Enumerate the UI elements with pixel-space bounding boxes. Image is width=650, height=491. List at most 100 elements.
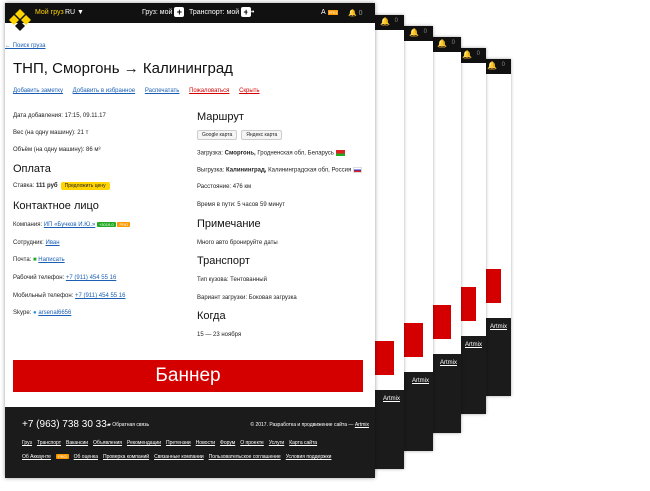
copyright: © 2017. Разработка и продвижение сайта —… <box>250 422 369 428</box>
more-menu[interactable]: ••• <box>247 9 255 16</box>
my-cargo-link[interactable]: Мой груз <box>35 9 64 16</box>
google-map-button[interactable]: Google карта <box>197 130 238 140</box>
cargo-page: Мой груз RU ▼ Груз: мой + Транспорт: мой +… <box>5 3 375 478</box>
bell-icon: 🔔 <box>462 50 472 59</box>
footer-link[interactable]: Проверка компаний <box>103 454 150 460</box>
footer-link[interactable]: Услуги <box>268 440 285 446</box>
when-heading: Когда <box>197 310 226 322</box>
footer-link[interactable]: Пользовательское соглашение <box>208 454 281 460</box>
map-buttons: Google карта Яндекс карта <box>197 130 286 140</box>
date-added: Дата добавления: 17:15, 09.11.17 <box>13 113 106 119</box>
employee: Сотрудник: Иван <box>13 240 60 246</box>
load-city: Сморгонь, <box>224 150 256 157</box>
developer-link: Artmix <box>383 396 400 402</box>
bell-icon: 🔔 <box>409 28 419 37</box>
work-phone-link[interactable]: +7 (911) 454 55 16 <box>65 275 117 281</box>
work-phone: Рабочий телефон: +7 (911) 454 55 16 <box>13 275 116 281</box>
footer: +7 (963) 738 30 33 ▰ Обратная связь © 20… <box>5 407 375 478</box>
user-initial: А <box>321 9 326 16</box>
bell-icon: 🔔 <box>380 17 390 26</box>
developer-link: Artmix <box>490 324 507 330</box>
logo-icon[interactable] <box>8 9 32 33</box>
company-label: Компания: <box>13 222 43 228</box>
rate: Ставка: 111 руб Предложить цену <box>13 182 110 190</box>
back-link[interactable]: ← Поиск груза <box>5 43 46 49</box>
footer-link[interactable]: Транспорт <box>36 440 61 446</box>
dates: 15 — 23 ноября <box>197 332 242 338</box>
notification-count: 0 <box>423 29 427 35</box>
pro-badge: PRO <box>327 10 339 15</box>
mobile-phone: Мобильный телефон: +7 (911) 454 55 16 <box>13 293 125 299</box>
yandex-map-button[interactable]: Яндекс карта <box>241 130 283 140</box>
rate-label: Ставка: <box>13 183 35 189</box>
cargo-menu-label: Груз: мой <box>142 8 173 16</box>
note-text: Много авто бронируйте даты <box>197 240 278 246</box>
footer-links-row2: Об Аккаунте PRO Об оценка Проверка компаний… <box>22 454 336 460</box>
add-cargo-button[interactable]: + <box>174 7 185 17</box>
footer-link[interactable]: Рекомендации <box>126 440 162 446</box>
notification-count: 0 <box>451 40 455 46</box>
feedback-link[interactable]: ▰ Обратная связь <box>107 422 149 428</box>
footer-link[interactable]: Вакансии <box>66 440 89 446</box>
bell-icon: 🔔 <box>348 10 357 17</box>
body-type: Тип кузова: Тентованный <box>197 277 267 283</box>
transport-heading: Транспорт <box>197 255 250 267</box>
skype-link[interactable]: arsenal6656 <box>38 310 72 316</box>
footer-link[interactable]: О проекте <box>240 440 264 446</box>
load-region: Гродненская обл, Беларусь <box>257 150 334 157</box>
distance: Расстояние: 476 км <box>197 184 252 190</box>
pro-badge: PRO <box>55 454 69 459</box>
chat-icon: ■ <box>33 257 37 263</box>
add-note-link[interactable]: Добавить заметку <box>13 88 63 94</box>
mail: Почта: ■ Написать <box>13 257 65 263</box>
developer-link: Artmix <box>440 360 457 366</box>
transport-menu[interactable]: Транспорт: мой + <box>189 7 252 17</box>
report-link[interactable]: Пожаловаться <box>189 88 230 94</box>
loading-type: Вариант загрузки: Боковая загрузка <box>197 295 297 301</box>
footer-link[interactable]: Об Аккаунте <box>22 454 51 460</box>
rate-value: 111 руб <box>35 183 58 189</box>
belarus-flag-icon <box>335 150 345 156</box>
footer-link[interactable]: Форум <box>220 440 236 446</box>
footer-link[interactable]: Груз <box>22 440 32 446</box>
mobile-link[interactable]: +7 (911) 454 55 16 <box>75 293 126 299</box>
banner[interactable]: Баннер <box>13 360 363 392</box>
footer-link[interactable]: Объявления <box>93 440 122 446</box>
footer-link[interactable]: Связанные компании <box>154 454 204 460</box>
unload-region: Калининградская обл, Россия <box>268 167 352 174</box>
notifications[interactable]: 🔔 0 <box>348 9 363 17</box>
action-links: Добавить заметку Добавить в избранное Ра… <box>13 88 260 94</box>
developer-link[interactable]: Artmix <box>354 422 369 428</box>
footer-phone[interactable]: +7 (963) 738 30 33 <box>22 419 107 430</box>
copyright-text: © 2017. Разработка и продвижение сайта — <box>250 422 354 428</box>
cargo-menu[interactable]: Груз: мой + <box>142 7 185 17</box>
skype-label: Skype: <box>13 310 32 316</box>
hide-link[interactable]: Скрыть <box>239 88 260 94</box>
offer-price-button[interactable]: Предложить цену <box>60 182 110 190</box>
rating-badge: +3019-0 <box>96 222 116 227</box>
employee-label: Сотрудник: <box>13 240 44 246</box>
footer-link[interactable]: Об оценка <box>73 454 98 460</box>
write-link[interactable]: Написать <box>38 257 65 263</box>
unload-label: Выгрузка: <box>197 167 225 174</box>
add-favorite-link[interactable]: Добавить в избранное <box>72 88 136 94</box>
user-menu[interactable]: А PRO <box>321 9 339 16</box>
developer-link: Artmix <box>412 378 429 384</box>
volume: Объём (на одну машину): 86 м³ <box>13 147 101 153</box>
route-heading: Маршрут <box>197 111 244 123</box>
feedback-label: Обратная связь <box>112 422 150 428</box>
footer-link[interactable]: Новости <box>195 440 216 446</box>
footer-link[interactable]: Условия поддержки <box>285 454 332 460</box>
work-phone-label: Рабочий телефон: <box>13 275 65 281</box>
footer-link[interactable]: Претензии <box>166 440 191 446</box>
language-select[interactable]: RU ▼ <box>65 9 84 16</box>
unload-city: Калининград, <box>225 167 267 174</box>
footer-links-row1: Груз Транспорт Вакансии Объявления Рекоменда… <box>22 440 322 446</box>
employee-link[interactable]: Иван <box>45 240 60 246</box>
bell-icon: 🔔 <box>437 39 447 48</box>
company-link[interactable]: ИП «Бучков И.Ю.» <box>43 222 96 228</box>
add-transport-button[interactable]: + <box>241 7 252 17</box>
note-heading: Примечание <box>197 218 261 230</box>
footer-link[interactable]: Карта сайта <box>289 440 318 446</box>
print-link[interactable]: Распечатать <box>144 88 180 94</box>
